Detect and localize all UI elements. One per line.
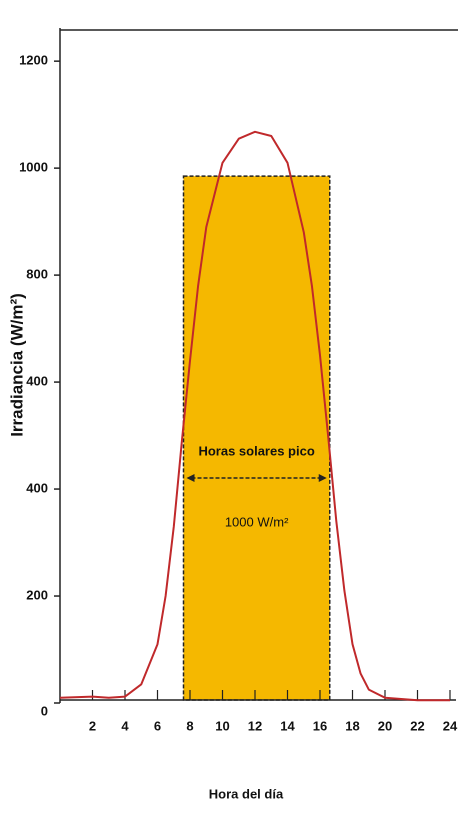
y-tick-label: 400 [26,480,48,495]
x-tick-label: 20 [378,718,392,733]
y-tick-label: 800 [26,267,48,282]
x-tick-label: 14 [280,718,295,733]
x-tick-label: 4 [121,718,129,733]
x-tick-label: 22 [410,718,424,733]
x-tick-label: 6 [154,718,161,733]
x-axis-label: Hora del día [209,786,284,801]
x-tick-label: 8 [186,718,193,733]
y-axis-label: Irradiancia (W/m²) [7,293,26,437]
y-tick-label: 400 [26,374,48,389]
y-tick-label: 1200 [19,53,48,68]
x-tick-label: 24 [443,718,458,733]
x-tick-label: 12 [248,718,262,733]
y-tick-label: 0 [41,703,48,718]
peak-box [182,175,331,701]
y-tick-label: 200 [26,587,48,602]
peak-sublabel: 1000 W/m² [225,514,289,529]
x-tick-label: 2 [89,718,96,733]
x-tick-label: 10 [215,718,229,733]
y-tick-label: 1000 [19,160,48,175]
x-tick-label: 18 [345,718,359,733]
peak-label: Horas solares pico [198,443,314,458]
x-tick-label: 16 [313,718,327,733]
irradiance-curve [59,130,450,702]
